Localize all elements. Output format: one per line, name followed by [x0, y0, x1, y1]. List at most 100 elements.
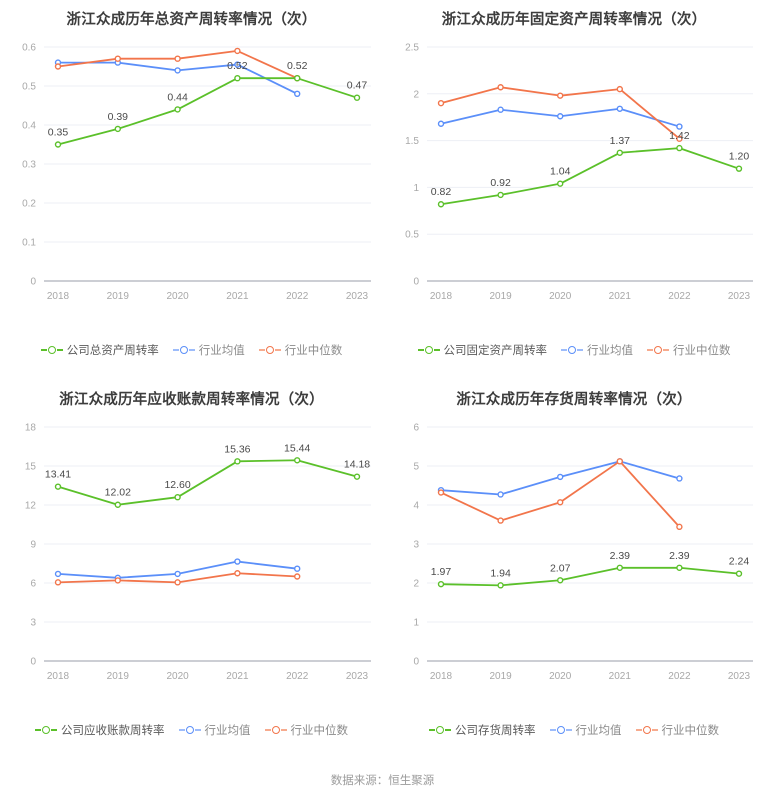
- legend-item-company[interactable]: 公司存货周转率: [429, 722, 536, 738]
- data-point-marker[interactable]: [174, 106, 181, 113]
- y-axis-tick: 1.5: [405, 136, 419, 147]
- data-point-marker[interactable]: [556, 113, 564, 120]
- legend-marker-icon: [264, 725, 287, 735]
- data-point-marker[interactable]: [234, 570, 241, 577]
- data-point-marker[interactable]: [174, 55, 181, 62]
- data-point-marker[interactable]: [294, 75, 301, 82]
- y-axis-tick: 2.5: [405, 43, 419, 54]
- legend-item-industry-mean[interactable]: 行业均值: [549, 722, 622, 738]
- x-axis-tick: 2022: [286, 671, 309, 682]
- legend-item-industry-median[interactable]: 行业中位数: [635, 722, 719, 738]
- legend-item-industry-mean[interactable]: 行业均值: [172, 342, 245, 358]
- data-point-label: 0.39: [108, 111, 129, 123]
- data-point-marker[interactable]: [437, 120, 445, 127]
- y-axis-tick: 0.5: [22, 82, 36, 93]
- x-axis-tick: 2019: [489, 671, 512, 682]
- data-point-marker[interactable]: [114, 55, 122, 62]
- data-point-marker[interactable]: [556, 92, 564, 99]
- data-point-marker[interactable]: [294, 565, 301, 572]
- data-point-marker[interactable]: [437, 99, 445, 107]
- y-axis-tick: 0.3: [22, 160, 36, 171]
- data-point-marker[interactable]: [616, 149, 624, 156]
- data-point-label: 1.04: [550, 166, 571, 178]
- data-point-marker[interactable]: [735, 165, 743, 172]
- data-point-marker[interactable]: [54, 63, 62, 70]
- data-point-marker[interactable]: [437, 489, 445, 496]
- y-axis-tick: 0.4: [22, 121, 36, 132]
- data-point-marker[interactable]: [234, 75, 241, 82]
- data-point-marker[interactable]: [497, 106, 504, 113]
- data-point-marker[interactable]: [497, 582, 504, 589]
- y-axis-tick: 12: [25, 501, 37, 512]
- legend-item-industry-median[interactable]: 行业中位数: [264, 722, 348, 738]
- data-point-marker[interactable]: [294, 90, 301, 98]
- data-point-marker[interactable]: [174, 493, 181, 501]
- data-point-marker[interactable]: [437, 201, 445, 208]
- data-point-marker[interactable]: [676, 123, 683, 130]
- charts-grid: 浙江众成历年总资产周转率情况（次） 0 0.1 0.2 0.3 0.4 0.5 0.6 201…: [22, 12, 765, 738]
- data-point-marker[interactable]: [353, 94, 361, 101]
- data-point-label: 1.37: [610, 135, 631, 147]
- data-point-marker[interactable]: [556, 180, 564, 187]
- data-point-marker[interactable]: [114, 501, 122, 508]
- data-point-marker[interactable]: [676, 144, 683, 152]
- data-point-marker[interactable]: [676, 135, 683, 142]
- line-chart-svg: 0 0.5 1 1.5 2 2.5 2018 2019 2020 2021 2022 2023 0.82…: [405, 43, 753, 302]
- legend-item-company[interactable]: 公司应收账款周转率: [35, 722, 165, 738]
- legend-item-industry-median[interactable]: 行业中位数: [647, 342, 731, 358]
- data-point-marker[interactable]: [234, 558, 241, 565]
- series-line: [57, 459, 358, 506]
- x-axis-tick: 2019: [489, 291, 512, 302]
- data-point-marker[interactable]: [616, 85, 624, 93]
- data-point-marker[interactable]: [54, 570, 62, 578]
- data-point-marker[interactable]: [497, 491, 504, 498]
- y-axis-tick: 3: [413, 540, 419, 551]
- y-axis-tick: 15: [25, 462, 37, 473]
- plot-area: 0 0.5 1 1.5 2 2.5 2018 2019 2020 2021 2022 2023 0.82…: [383, 29, 765, 329]
- y-axis-tick: 0: [413, 657, 419, 668]
- data-point-marker[interactable]: [234, 47, 241, 55]
- data-point-marker[interactable]: [616, 105, 624, 112]
- data-point-marker[interactable]: [556, 499, 564, 506]
- data-point-marker[interactable]: [676, 523, 683, 531]
- data-point-marker[interactable]: [497, 84, 504, 91]
- data-point-marker[interactable]: [497, 191, 504, 199]
- data-point-marker[interactable]: [556, 473, 564, 481]
- data-point-marker[interactable]: [174, 579, 181, 586]
- data-point-marker[interactable]: [616, 564, 624, 571]
- data-point-marker[interactable]: [174, 570, 181, 578]
- data-point-label: 14.18: [344, 459, 370, 471]
- data-source-footer: 数据来源：恒生聚源: [330, 775, 435, 787]
- data-point-marker[interactable]: [234, 61, 241, 68]
- data-point-marker[interactable]: [676, 564, 683, 571]
- x-axis-tick: 2020: [549, 671, 572, 682]
- series-line: [57, 77, 358, 146]
- legend-item-industry-median[interactable]: 行业中位数: [258, 342, 342, 358]
- data-point-marker[interactable]: [497, 517, 504, 524]
- legend-item-company[interactable]: 公司总资产周转率: [40, 342, 159, 358]
- y-axis-tick: 3: [30, 618, 36, 629]
- data-point-marker[interactable]: [353, 473, 361, 480]
- legend-item-company[interactable]: 公司固定资产周转率: [417, 342, 548, 358]
- data-point-marker[interactable]: [294, 457, 301, 464]
- y-axis-tick: 6: [413, 423, 419, 434]
- data-point-marker[interactable]: [735, 570, 743, 577]
- data-point-marker[interactable]: [54, 483, 62, 490]
- data-point-label: 1.97: [431, 566, 452, 578]
- data-point-marker[interactable]: [616, 458, 624, 465]
- data-point-marker[interactable]: [54, 141, 62, 148]
- legend-item-industry-mean[interactable]: 行业均值: [561, 342, 633, 358]
- data-point-marker[interactable]: [234, 458, 241, 465]
- data-point-marker[interactable]: [556, 577, 564, 584]
- data-point-marker[interactable]: [114, 577, 122, 584]
- legend-label: 公司固定资产周转率: [443, 345, 548, 357]
- legend-item-industry-mean[interactable]: 行业均值: [178, 722, 251, 738]
- data-point-marker[interactable]: [437, 580, 445, 588]
- data-point-marker[interactable]: [174, 67, 181, 74]
- data-point-marker[interactable]: [114, 125, 122, 133]
- data-point-marker[interactable]: [54, 579, 62, 586]
- data-point-marker[interactable]: [676, 475, 683, 482]
- legend-label: 行业均值: [204, 725, 251, 737]
- x-axis-tick: 2020: [166, 291, 189, 302]
- data-point-marker[interactable]: [294, 573, 301, 580]
